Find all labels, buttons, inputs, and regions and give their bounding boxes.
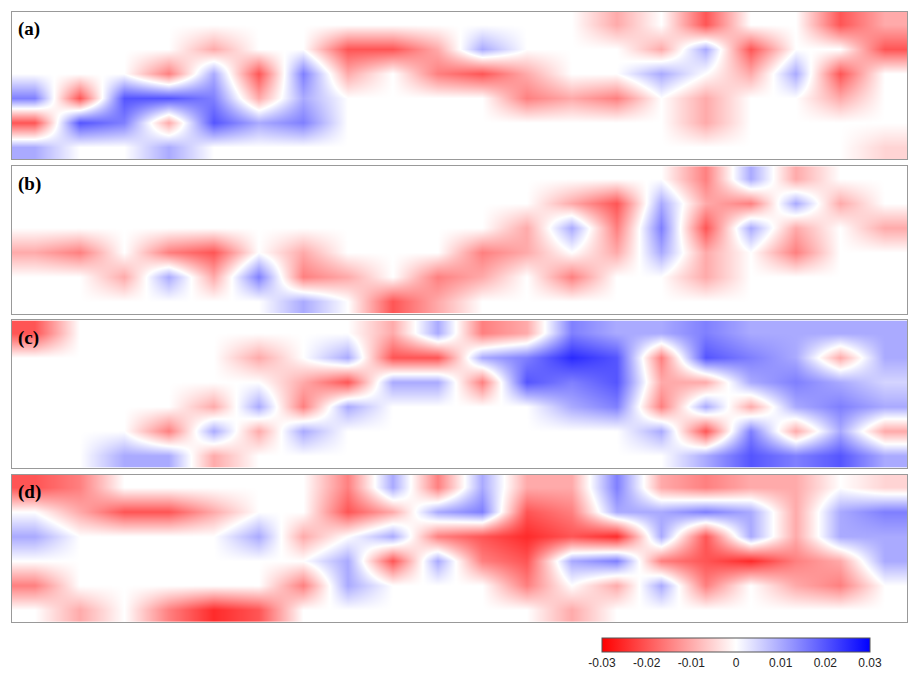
svg-text:-0.02: -0.02 — [633, 656, 661, 670]
svg-text:-0.01: -0.01 — [678, 656, 706, 670]
svg-text:(a): (a) — [18, 18, 40, 40]
svg-text:(b): (b) — [18, 173, 41, 195]
svg-text:0.02: 0.02 — [814, 656, 838, 670]
svg-text:-0.03: -0.03 — [588, 656, 616, 670]
svg-text:0: 0 — [733, 656, 740, 670]
svg-text:(d): (d) — [18, 481, 41, 503]
svg-text:0.01: 0.01 — [769, 656, 793, 670]
svg-text:(c): (c) — [18, 327, 39, 349]
svg-text:0.03: 0.03 — [858, 656, 882, 670]
